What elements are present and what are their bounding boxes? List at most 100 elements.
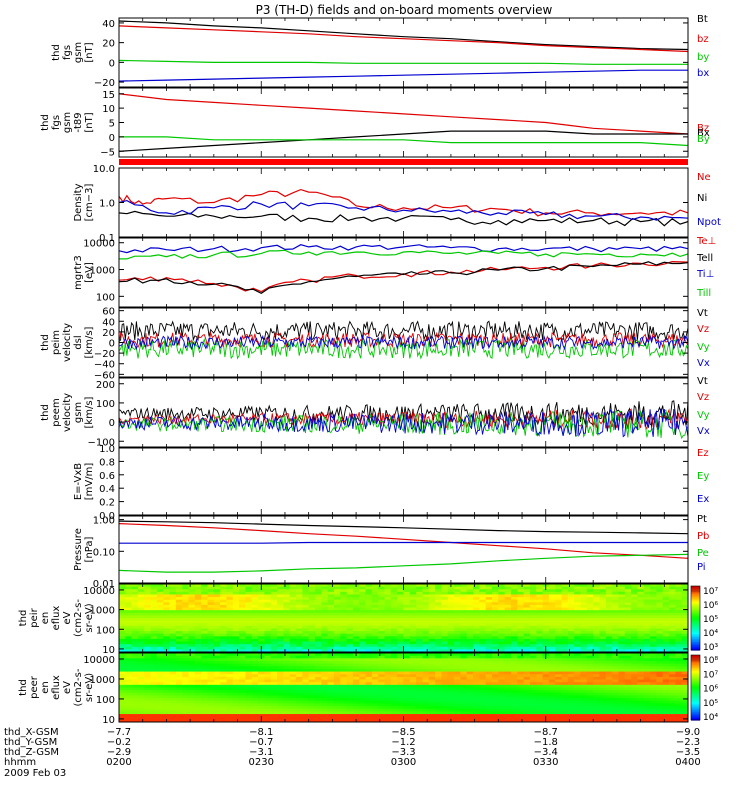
- heatmap-cell: [346, 666, 354, 670]
- heatmap-cell: [289, 631, 297, 635]
- y-tick-label: 100: [96, 695, 115, 706]
- heatmap-cell: [175, 700, 183, 705]
- heatmap-cell: [277, 692, 284, 697]
- heatmap-cell: [207, 625, 215, 630]
- heatmap-cell: [631, 653, 639, 657]
- heatmap-cell: [226, 668, 234, 673]
- heatmap-cell: [669, 604, 676, 609]
- series-line-Pe: [119, 553, 688, 573]
- heatmap-cell: [346, 625, 354, 630]
- heatmap-cell: [561, 671, 569, 675]
- heatmap-cell: [169, 666, 177, 670]
- heatmap-cell: [504, 706, 512, 710]
- heatmap-cell: [593, 706, 601, 710]
- heatmap-cell: [637, 698, 645, 702]
- heatmap-cell: [555, 719, 563, 722]
- heatmap-cell: [498, 708, 506, 712]
- heatmap-cell: [631, 700, 639, 705]
- heatmap-cell: [333, 646, 341, 650]
- heatmap-cell: [270, 695, 278, 699]
- heatmap-cell: [567, 604, 575, 609]
- heatmap-cell: [125, 604, 133, 609]
- heatmap-cell: [548, 644, 556, 648]
- heatmap-cell: [352, 708, 360, 712]
- heatmap-cell: [473, 679, 480, 683]
- heatmap-cell: [656, 638, 664, 643]
- heatmap-cell: [403, 623, 411, 627]
- heatmap-cell: [612, 653, 620, 657]
- heatmap-cell: [207, 663, 215, 667]
- heatmap-cell: [574, 674, 582, 678]
- heatmap-cell: [447, 679, 455, 683]
- heatmap-cell: [479, 615, 487, 619]
- heatmap-cell: [245, 644, 253, 648]
- heatmap-cell: [447, 604, 455, 609]
- heatmap-cell: [119, 714, 126, 718]
- heatmap-cell: [631, 610, 639, 614]
- heatmap-cell: [586, 658, 594, 662]
- heatmap-cell: [669, 706, 676, 710]
- heatmap-cell: [302, 597, 310, 601]
- y-tick-label: 10000: [83, 586, 115, 597]
- heatmap-cell: [390, 714, 398, 718]
- heatmap-cell: [150, 631, 158, 635]
- heatmap-cell: [586, 679, 594, 683]
- heatmap-cell: [156, 687, 164, 691]
- heatmap-cell: [378, 628, 386, 632]
- heatmap-cell: [321, 719, 329, 722]
- heatmap-cell: [416, 620, 424, 624]
- heatmap-cell: [662, 625, 670, 630]
- heatmap-cell: [327, 594, 335, 598]
- heatmap-cell: [561, 618, 569, 622]
- heatmap-cell: [365, 711, 373, 715]
- heatmap-cell: [416, 618, 424, 622]
- heatmap-cell: [207, 716, 215, 720]
- heatmap-cell: [643, 610, 651, 614]
- heatmap-cell: [403, 610, 411, 614]
- y-tick-label: 1000: [90, 606, 115, 617]
- heatmap-cell: [365, 628, 373, 632]
- heatmap-cell: [175, 653, 183, 657]
- heatmap-cell: [403, 646, 411, 650]
- legend-Ey: Ey: [697, 471, 709, 482]
- heatmap-cell: [422, 623, 430, 627]
- heatmap-cell: [466, 631, 474, 635]
- heatmap-cell: [510, 610, 518, 614]
- heatmap-cell: [669, 602, 676, 606]
- heatmap-cell: [302, 695, 310, 699]
- heatmap-cell: [523, 674, 531, 678]
- heatmap-cell: [194, 644, 202, 648]
- heatmap-cell: [131, 653, 139, 657]
- heatmap-cell: [346, 671, 354, 675]
- heatmap-cell: [422, 698, 430, 702]
- heatmap-cell: [466, 703, 474, 707]
- heatmap-cell: [605, 714, 613, 718]
- heatmap-cell: [327, 649, 335, 652]
- heatmap-cell: [555, 631, 563, 635]
- heatmap-cell: [662, 706, 670, 710]
- heatmap-cell: [220, 655, 228, 659]
- heatmap-cell: [643, 674, 651, 678]
- heatmap-cell: [498, 658, 506, 662]
- heatmap-cell: [409, 708, 417, 712]
- heatmap-cell: [529, 620, 537, 624]
- y-tick-label: 20: [102, 39, 115, 50]
- heatmap-cell: [460, 700, 468, 705]
- y-tick-label: 40: [102, 19, 115, 30]
- heatmap-cell: [346, 658, 354, 662]
- heatmap-cell: [245, 716, 253, 720]
- heatmap-cell: [346, 668, 354, 673]
- heatmap-cell: [675, 684, 683, 689]
- heatmap-cell: [574, 636, 582, 640]
- heatmap-cell: [492, 597, 499, 601]
- heatmap-cell: [403, 671, 411, 675]
- heatmap-cell: [428, 631, 436, 635]
- legend-Vy: Vy: [697, 410, 710, 421]
- heatmap-cell: [131, 625, 139, 630]
- heatmap-cell: [523, 660, 531, 665]
- heatmap-cell: [643, 719, 651, 722]
- heatmap-cell: [428, 674, 436, 678]
